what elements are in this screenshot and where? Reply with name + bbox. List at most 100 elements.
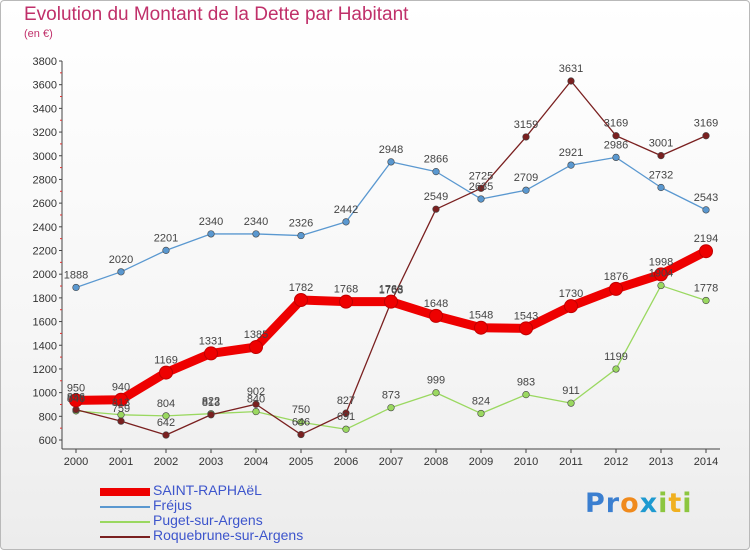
data-label: 2549: [424, 191, 448, 203]
data-point: [72, 406, 80, 414]
data-label: 824: [472, 395, 490, 407]
data-label: 3169: [694, 118, 718, 130]
data-label: 1998: [649, 256, 673, 268]
data-label: 1768: [334, 284, 358, 296]
data-point: [477, 409, 485, 418]
data-label: 642: [157, 417, 175, 429]
data-point: [522, 391, 530, 399]
y-tick-label: 2600: [33, 198, 57, 210]
data-point: [207, 230, 215, 238]
data-point: [252, 407, 260, 416]
data-point: [72, 283, 80, 292]
data-label: 1169: [154, 355, 178, 367]
data-point: [612, 153, 620, 162]
data-label: 3159: [514, 119, 538, 131]
data-label: 3169: [604, 118, 628, 130]
data-point: [114, 392, 128, 407]
data-point: [159, 365, 173, 380]
y-tick-label: 1800: [33, 293, 57, 305]
data-point: [699, 244, 713, 259]
data-label: 840: [247, 394, 265, 406]
data-point: [252, 400, 260, 408]
data-point: [207, 411, 215, 419]
data-point: [339, 294, 353, 309]
data-point: [387, 158, 395, 166]
data-point: [609, 281, 623, 296]
series-line-1: [75, 156, 707, 289]
data-point: [432, 389, 440, 397]
data-point: [297, 430, 305, 439]
data-label: 2725: [469, 170, 493, 182]
data-label: 750: [292, 404, 310, 416]
data-label: 950: [67, 382, 85, 394]
data-label: 1778: [694, 282, 718, 294]
data-point: [117, 417, 125, 425]
legend-swatch: [100, 521, 150, 523]
data-point: [702, 132, 710, 140]
y-tick-label: 600: [39, 435, 57, 447]
data-point: [387, 404, 395, 412]
data-point: [612, 365, 620, 373]
logo-letter: i: [658, 488, 669, 519]
legend-label: Roquebrune-sur-Argens: [153, 527, 304, 543]
x-tick-label: 2011: [559, 456, 583, 468]
series-line-3: [75, 80, 707, 436]
logo-letter: x: [639, 488, 659, 519]
data-point: [252, 230, 260, 238]
chart-subtitle: (en €): [24, 28, 53, 40]
data-label: 2442: [334, 204, 358, 216]
x-tick-label: 2005: [289, 456, 313, 468]
chart-title: Evolution du Montant de la Dette par Hab…: [24, 4, 409, 25]
data-label: 804: [157, 398, 175, 410]
logo-letter: i: [682, 488, 693, 519]
data-label: 827: [337, 395, 355, 407]
data-point: [162, 431, 170, 439]
data-label: 2732: [649, 169, 673, 181]
data-label: 3631: [559, 63, 583, 75]
y-tick-label: 3400: [33, 103, 57, 115]
y-tick-label: 2400: [33, 222, 57, 234]
data-label: 2201: [154, 232, 178, 244]
data-point: [297, 418, 305, 426]
data-label: 911: [562, 385, 580, 397]
data-point: [567, 77, 575, 85]
data-point: [297, 231, 305, 240]
data-point: [474, 320, 488, 335]
data-point: [522, 133, 530, 141]
y-tick-label: 2000: [33, 269, 57, 281]
legend-swatch: [100, 536, 150, 538]
data-point: [162, 246, 170, 254]
y-tick-label: 3800: [33, 56, 57, 68]
data-label: 2194: [694, 233, 718, 245]
y-tick-label: 1600: [33, 317, 57, 329]
data-point: [69, 393, 83, 408]
data-point: [477, 184, 485, 192]
data-point: [519, 321, 533, 336]
data-label: 813: [112, 397, 130, 409]
data-point: [657, 281, 665, 290]
data-point: [249, 340, 263, 355]
data-point: [342, 425, 350, 433]
x-tick-label: 2006: [334, 456, 358, 468]
x-tick-label: 2003: [199, 456, 223, 468]
legend-label: SAINT-RAPHAëL: [153, 482, 262, 498]
x-tick-label: 2014: [694, 456, 718, 468]
legend-swatch: [100, 488, 150, 496]
legend-label: Fréjus: [153, 497, 192, 513]
x-tick-label: 2010: [514, 456, 538, 468]
data-label: 2948: [379, 144, 403, 156]
data-label: 822: [202, 396, 220, 408]
y-tick-label: 2200: [33, 246, 57, 258]
data-label: 999: [427, 375, 445, 387]
y-tick-label: 3200: [33, 127, 57, 139]
data-label: 846: [67, 393, 85, 405]
data-point: [342, 409, 350, 417]
data-point: [567, 399, 575, 407]
data-label: 1543: [514, 310, 538, 322]
data-label: 1730: [559, 288, 583, 300]
data-label: 2340: [199, 216, 223, 228]
proxiti-logo: Proxiti: [585, 488, 693, 519]
data-label: 2921: [559, 147, 583, 159]
data-point: [657, 183, 665, 192]
data-label: 2340: [244, 216, 268, 228]
